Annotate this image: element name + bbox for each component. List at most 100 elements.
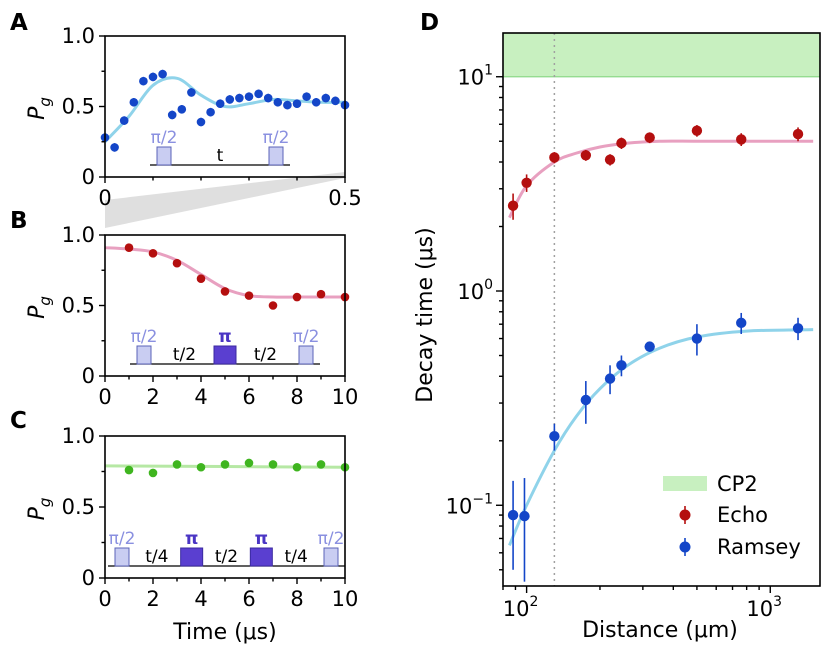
x-tick-label: 6 (242, 587, 255, 611)
data-point (268, 460, 278, 469)
tick-base: 10 (446, 494, 473, 518)
data-point (254, 89, 263, 99)
pulse-label: π (218, 327, 231, 347)
pulse-label: π/2 (131, 327, 158, 347)
data-point (311, 97, 321, 107)
data-point (235, 93, 244, 103)
legend-swatch-cp2 (663, 476, 707, 491)
y-axis-label-pg: Pg (25, 97, 54, 120)
y-tick-label: 0 (82, 364, 95, 388)
y-tick-label: 10−1 (446, 491, 493, 518)
data-point (273, 97, 283, 107)
tick-base: 10 (503, 597, 530, 621)
y-tick-label: 1.0 (62, 223, 95, 247)
tick-base: 10 (746, 597, 773, 621)
data-point-echo (691, 125, 703, 136)
data-point-ramsey (549, 431, 560, 442)
data-point (148, 249, 158, 258)
data-point (302, 92, 311, 101)
data-point (124, 243, 134, 252)
data-point (316, 289, 326, 299)
tick-exponent: −1 (472, 491, 493, 507)
y-axis-label-subscript: g (36, 296, 54, 306)
data-point (206, 107, 215, 117)
data-point-echo (549, 152, 560, 163)
y-tick-label: 0.5 (62, 495, 95, 519)
x-tick-label: 0 (98, 186, 111, 210)
sequence-wait-label: t/4 (145, 547, 168, 567)
data-point (283, 100, 292, 110)
y-tick-label: 0.5 (62, 95, 95, 119)
data-point-ramsey (691, 333, 703, 344)
half-pi-pulse (114, 547, 130, 567)
data-point (244, 291, 254, 300)
data-point (268, 301, 278, 310)
y-tick-label: 0 (82, 566, 95, 590)
y-axis-label-decay: Decay time (μs) (413, 227, 438, 402)
y-axis-label-symbol: P (25, 305, 50, 319)
x-tick-label: 4 (194, 587, 207, 611)
panel-label-c: C (10, 408, 27, 434)
data-point-echo (580, 150, 592, 161)
data-point (220, 287, 230, 296)
sequence-wait-label: t/2 (215, 547, 238, 567)
x-tick-label: 2 (146, 385, 159, 409)
data-point (110, 143, 119, 152)
data-point (292, 462, 302, 472)
legend-marker-echo (679, 509, 691, 521)
tick-base: 10 (457, 66, 484, 90)
data-point-ramsey (580, 394, 592, 406)
tick-exponent: 1 (484, 63, 493, 79)
pulse-label: π (185, 529, 198, 549)
y-axis-label-symbol: P (25, 106, 50, 120)
data-point-ramsey (604, 373, 616, 384)
data-point-ramsey (644, 341, 655, 352)
legend-marker-ramsey (679, 541, 691, 553)
y-axis-label-symbol: P (25, 506, 50, 520)
data-point (148, 468, 158, 478)
data-point (292, 99, 302, 108)
pulse-label: π/2 (293, 327, 320, 347)
sequence-wait-label: t/2 (173, 345, 196, 365)
legend-label-cp2: CP2 (717, 472, 758, 496)
tick-exponent: 3 (773, 594, 782, 610)
x-axis-label-time: Time (μs) (172, 620, 276, 645)
half-pi-pulse (268, 146, 284, 166)
y-axis-label-pg: Pg (25, 296, 54, 319)
data-point-echo (604, 154, 616, 165)
tick-exponent: 2 (530, 594, 539, 610)
x-tick-label: 0.5 (328, 186, 361, 210)
data-point-echo (521, 177, 532, 188)
data-point (292, 292, 302, 302)
data-point (215, 99, 225, 108)
y-tick-label: 101 (457, 63, 493, 90)
data-point-ramsey (736, 317, 747, 329)
axes-frame (502, 32, 821, 587)
tick-base: 10 (457, 280, 484, 304)
data-point (321, 93, 331, 103)
panel-label-b: B (10, 208, 28, 234)
half-pi-pulse (156, 146, 172, 166)
pi-pulse (249, 547, 273, 567)
data-point (244, 92, 254, 101)
x-tick-label: 8 (290, 385, 303, 409)
data-point-ramsey (507, 509, 519, 521)
half-pi-pulse (323, 547, 339, 567)
pulse-label: π/2 (151, 128, 178, 148)
panel-label-a: A (10, 10, 28, 36)
pulse-label: π/2 (109, 529, 136, 549)
data-point (124, 465, 134, 475)
legend-label-echo: Echo (717, 503, 768, 527)
data-point-ramsey (616, 360, 627, 371)
tick-exponent: 0 (484, 277, 493, 293)
data-point-echo (644, 132, 655, 143)
y-tick-label: 100 (457, 277, 493, 304)
data-point (187, 88, 196, 97)
sequence-wait-label: t/4 (285, 547, 308, 567)
x-axis-label-distance: Distance (μm) (582, 618, 738, 643)
x-tick-label: 6 (242, 385, 255, 409)
data-point (225, 95, 235, 104)
data-point (129, 97, 139, 107)
